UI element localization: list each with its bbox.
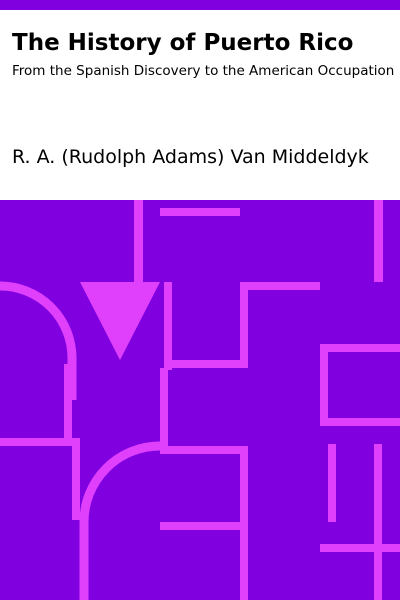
vertical-middle-lower bbox=[160, 368, 168, 446]
vertical-left-low bbox=[72, 440, 80, 520]
vertical-lower-right bbox=[328, 444, 336, 522]
dash-top-center bbox=[160, 208, 240, 216]
vertical-mid-right bbox=[240, 446, 248, 600]
tick-top-right bbox=[374, 200, 383, 282]
top-color-stripe bbox=[0, 0, 400, 10]
arc-top-left bbox=[0, 281, 77, 400]
connector-center bbox=[164, 360, 240, 368]
art-background bbox=[0, 200, 400, 600]
bar-left-mid bbox=[0, 438, 80, 446]
bracket-right-top bbox=[240, 282, 320, 290]
title-block: The History of Puerto Rico From the Span… bbox=[12, 28, 395, 80]
vertical-left-mid bbox=[64, 364, 72, 444]
arc-bottom-middle bbox=[79, 441, 161, 600]
bar-middle-lower bbox=[160, 446, 240, 454]
bar-right-lower bbox=[320, 544, 400, 552]
vertical-far-right bbox=[374, 444, 382, 600]
vertical-right-mid bbox=[320, 344, 328, 426]
book-author: R. A. (Rudolph Adams) Van Middeldyk bbox=[12, 146, 369, 168]
bar-right-mid bbox=[320, 418, 400, 426]
cover-art-pattern bbox=[0, 200, 400, 600]
triangle-stem bbox=[134, 200, 143, 282]
bracket-right-side bbox=[240, 282, 248, 368]
book-title: The History of Puerto Rico bbox=[12, 30, 354, 56]
vertical-center bbox=[164, 282, 172, 370]
book-subtitle: From the Spanish Discovery to the Americ… bbox=[12, 63, 395, 79]
bar-right-upper bbox=[320, 344, 400, 352]
triangle-down bbox=[80, 282, 160, 360]
bar-bottom-center bbox=[160, 522, 240, 530]
